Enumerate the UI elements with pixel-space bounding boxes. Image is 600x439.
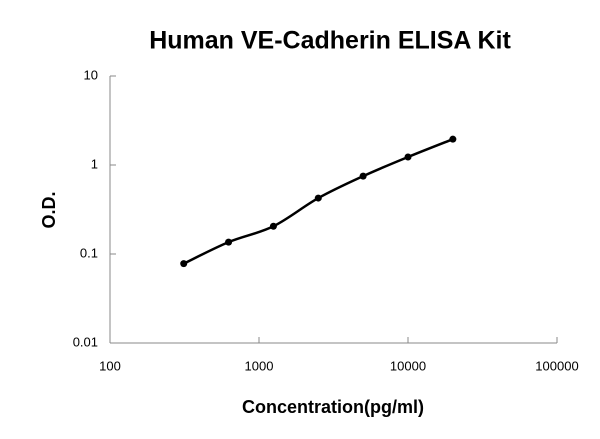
data-point bbox=[314, 194, 322, 202]
x-tick-label: 10000 bbox=[390, 358, 426, 373]
data-point bbox=[225, 238, 233, 246]
x-axis-label: Concentration(pg/ml) bbox=[242, 397, 424, 417]
x-tick-label: 100000 bbox=[535, 358, 578, 373]
data-point bbox=[404, 153, 412, 161]
data-point bbox=[180, 260, 188, 268]
y-tick-label: 10 bbox=[84, 67, 98, 82]
x-tick-label: 100 bbox=[99, 358, 121, 373]
y-tick-label: 0.01 bbox=[73, 334, 98, 349]
chart-title: Human VE-Cadherin ELISA Kit bbox=[149, 27, 511, 55]
y-tick-label: 1 bbox=[91, 156, 98, 171]
y-tick-label: 0.1 bbox=[80, 245, 98, 260]
x-tick-label: 1000 bbox=[245, 358, 274, 373]
data-point bbox=[359, 172, 367, 180]
y-axis-label: O.D. bbox=[39, 191, 59, 228]
data-point bbox=[449, 135, 457, 143]
data-point bbox=[269, 222, 277, 230]
